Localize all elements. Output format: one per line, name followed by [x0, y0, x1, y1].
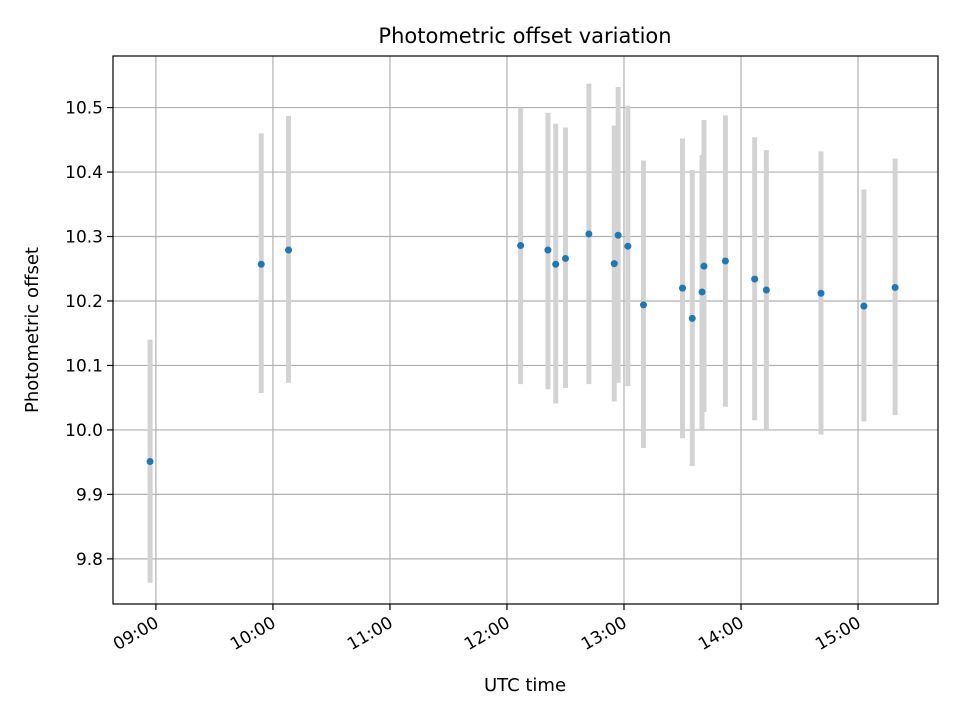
data-point — [552, 260, 560, 268]
data-point — [762, 286, 770, 294]
x-tick-label: 11:00 — [344, 613, 396, 655]
data-points — [146, 230, 899, 466]
data-point — [751, 275, 759, 283]
data-point — [610, 260, 618, 268]
y-axis-ticks: 9.8 9.9 10.0 10.1 10.2 10.3 10.4 10.5 — [65, 99, 113, 570]
y-tick-label: 9.8 — [76, 550, 103, 570]
x-tick-label: 15:00 — [812, 613, 864, 655]
y-tick-label: 10.1 — [65, 356, 103, 376]
x-tick-label: 13:00 — [578, 613, 630, 655]
data-point — [544, 246, 552, 254]
data-point — [146, 458, 154, 466]
data-point — [614, 231, 622, 239]
plot-frame — [112, 55, 939, 605]
x-tick-label: 12:00 — [461, 613, 513, 655]
data-point — [561, 254, 569, 262]
data-point — [624, 242, 632, 250]
y-tick-label: 10.2 — [65, 292, 103, 312]
data-point — [585, 230, 593, 238]
x-tick-label: 10:00 — [227, 613, 279, 655]
x-axis-ticks: 09:00 10:00 11:00 12:00 13:00 14:00 15:00 — [110, 604, 865, 655]
y-tick-label: 10.4 — [65, 163, 103, 183]
data-point — [285, 246, 293, 254]
data-point — [700, 262, 708, 270]
grid-lines — [113, 56, 938, 604]
data-point — [679, 284, 687, 292]
chart-title: Photometric offset variation — [378, 24, 671, 48]
data-point — [639, 301, 647, 309]
data-point — [891, 283, 899, 291]
y-tick-label: 10.3 — [65, 228, 103, 248]
x-axis-label: UTC time — [484, 675, 566, 696]
x-tick-label: 09:00 — [110, 613, 162, 655]
y-tick-label: 10.0 — [65, 421, 103, 441]
y-tick-label: 10.5 — [65, 99, 103, 119]
y-axis-label: Photometric offset — [22, 247, 43, 413]
y-tick-label: 9.9 — [76, 485, 103, 505]
data-point — [817, 289, 825, 297]
error-bars — [147, 83, 898, 583]
data-point — [698, 288, 706, 296]
data-point — [721, 257, 729, 265]
x-tick-label: 14:00 — [695, 613, 747, 655]
data-point — [860, 302, 868, 310]
data-point — [257, 260, 265, 268]
data-point — [517, 242, 525, 250]
data-point — [688, 314, 696, 322]
